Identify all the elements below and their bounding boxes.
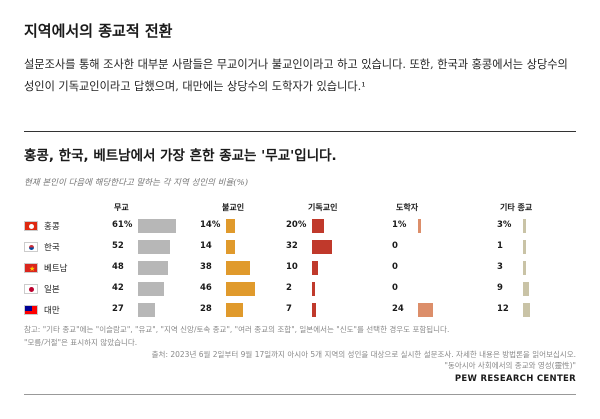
flag-icon [24, 242, 38, 252]
flag-icon [24, 305, 38, 315]
flag-icon [24, 221, 38, 231]
intro-paragraph: 설문조사를 통해 조사한 대부분 사람들은 무교이거나 불교인이라고 하고 있습… [24, 58, 568, 93]
country-label: 한국 [44, 243, 60, 253]
column-header: 도학자 [396, 203, 419, 212]
bar [523, 303, 531, 317]
value-label: 48 [112, 262, 124, 272]
value-label: 14% [200, 220, 221, 230]
country-label: 대만 [44, 306, 60, 316]
country-row: 한국 [24, 240, 60, 254]
value-label: 0 [392, 262, 398, 272]
country-label: 홍콩 [44, 222, 60, 232]
bar [226, 240, 235, 254]
bar [312, 240, 332, 254]
flag-icon [24, 284, 38, 294]
value-label: 38 [200, 262, 212, 272]
country-label: 베트남 [44, 264, 68, 274]
value-label: 46 [200, 283, 212, 293]
country-row: 일본 [24, 282, 60, 296]
column-header: 불교인 [222, 203, 245, 212]
bottom-divider [24, 394, 576, 395]
chart-title: 홍콩, 한국, 베트남에서 가장 흔한 종교는 '무교'입니다. [24, 148, 337, 164]
bar [523, 240, 526, 254]
bar [138, 303, 155, 317]
bar [523, 261, 526, 275]
publisher-logo: PEW RESEARCH CENTER [454, 374, 576, 384]
bar [226, 219, 235, 233]
bar [312, 261, 319, 275]
value-label: 61% [112, 220, 133, 230]
value-label: 10 [286, 262, 298, 272]
value-label: 27 [112, 304, 124, 314]
value-label: 1 [497, 241, 503, 251]
bar [312, 303, 317, 317]
column-header: 기독교인 [308, 203, 338, 212]
bar [138, 219, 176, 233]
page-heading: 지역에서의 종교적 전환 [24, 22, 173, 40]
value-label: 9 [497, 283, 503, 293]
bar [138, 240, 171, 254]
country-row: ★ 베트남 [24, 261, 67, 275]
value-label: 1% [392, 220, 407, 230]
bar [312, 282, 315, 296]
value-label: 42 [112, 283, 124, 293]
flag-icon: ★ [24, 263, 38, 273]
value-label: 20% [286, 220, 307, 230]
bar [523, 282, 529, 296]
bar [138, 282, 165, 296]
value-label: 32 [286, 241, 298, 251]
value-label: 0 [392, 283, 398, 293]
value-label: 0 [392, 241, 398, 251]
bar [138, 261, 168, 275]
bar [226, 261, 250, 275]
value-label: 3 [497, 262, 503, 272]
value-label: 28 [200, 304, 212, 314]
value-label: 14 [200, 241, 212, 251]
country-row: 홍콩 [24, 219, 60, 233]
country-label: 일본 [44, 285, 60, 295]
bar [312, 219, 325, 233]
bar [418, 219, 421, 233]
value-label: 2 [286, 283, 292, 293]
bar [523, 219, 526, 233]
chart-source: 출처: 2023년 6월 2일부터 9월 17일까지 아시아 5개 지역의 성인… [151, 350, 576, 370]
bar [418, 303, 433, 317]
column-header: 무교 [114, 203, 129, 212]
value-label: 52 [112, 241, 124, 251]
value-label: 7 [286, 304, 292, 314]
country-row: 대만 [24, 303, 60, 317]
chart-subtitle: 현재 본인이 다음에 해당한다고 말하는 각 지역 성인의 비율(%) [24, 178, 249, 188]
bar [226, 303, 244, 317]
value-label: 3% [497, 220, 512, 230]
value-label: 12 [497, 304, 509, 314]
bar [226, 282, 255, 296]
value-label: 24 [392, 304, 404, 314]
column-header: 기타 종교 [500, 203, 533, 212]
section-divider [24, 131, 576, 132]
chart-notes: 참고: "기타 종교"에는 "이슬람교", "유교", "지역 신앙/토속 종교… [24, 325, 450, 347]
